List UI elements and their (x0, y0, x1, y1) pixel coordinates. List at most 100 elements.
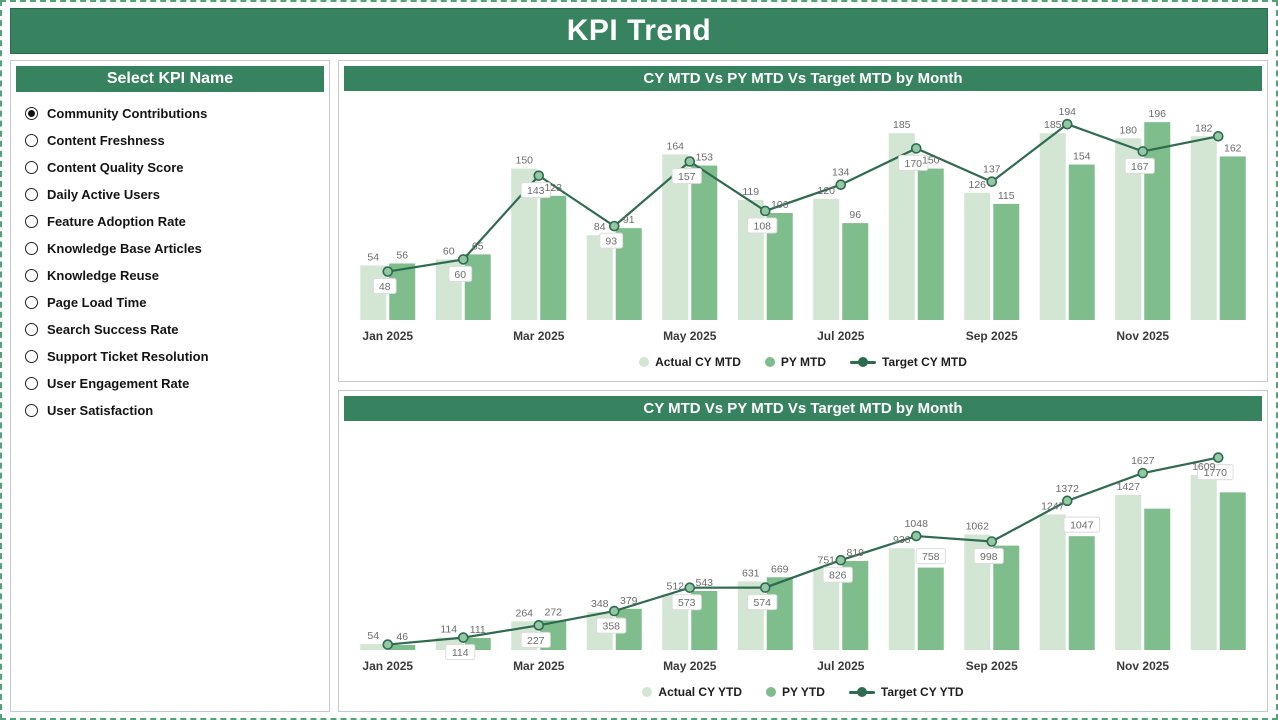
bar-py-mtd[interactable] (842, 223, 869, 320)
legend-item[interactable]: PY YTD (765, 685, 825, 699)
radio-button[interactable] (25, 350, 38, 363)
target-marker[interactable] (684, 582, 696, 594)
target-marker[interactable] (910, 530, 922, 542)
radio-button[interactable] (25, 107, 38, 120)
target-marker[interactable] (759, 205, 771, 217)
kpi-option[interactable]: Support Ticket Resolution (25, 349, 315, 364)
radio-button[interactable] (25, 269, 38, 282)
target-marker[interactable] (1137, 146, 1149, 157)
kpi-option[interactable]: Knowledge Reuse (25, 268, 315, 283)
bar-actual-cy-mtd[interactable] (1039, 133, 1066, 320)
bar-py-ytd[interactable] (389, 644, 416, 650)
target-marker[interactable] (608, 605, 620, 617)
data-label: 574 (753, 597, 771, 609)
bar-py-mtd[interactable] (993, 203, 1020, 320)
radio-button[interactable] (25, 215, 38, 228)
bar-actual-cy-ytd[interactable] (888, 548, 915, 650)
kpi-option[interactable]: Search Success Rate (25, 322, 315, 337)
target-marker[interactable] (1212, 452, 1224, 463)
radio-button[interactable] (25, 188, 38, 201)
kpi-option[interactable]: User Satisfaction (25, 403, 315, 418)
target-marker[interactable] (986, 536, 998, 547)
kpi-option[interactable]: Page Load Time (25, 295, 315, 310)
bar-py-ytd[interactable] (1219, 492, 1246, 650)
target-marker[interactable] (759, 582, 771, 593)
label-box (1124, 157, 1155, 174)
target-marker[interactable] (986, 176, 998, 187)
target-marker[interactable] (835, 554, 847, 566)
data-label: 1047 (1070, 520, 1094, 532)
kpi-option[interactable]: Community Contributions (25, 106, 315, 121)
bar-py-mtd[interactable] (1068, 164, 1095, 320)
label-box (747, 594, 778, 611)
target-marker[interactable] (608, 220, 620, 232)
kpi-option[interactable]: Daily Active Users (25, 187, 315, 202)
bar-py-ytd[interactable] (1068, 536, 1095, 650)
target-marker[interactable] (382, 266, 394, 277)
bar-actual-cy-mtd[interactable] (586, 235, 613, 320)
data-label: 182 (1195, 122, 1213, 134)
legend-item[interactable]: PY MTD (764, 355, 826, 369)
target-marker[interactable] (1061, 495, 1073, 507)
data-label: 543 (695, 577, 713, 589)
data-label: 123 (544, 182, 562, 194)
target-marker[interactable] (457, 254, 469, 265)
bar-actual-cy-ytd[interactable] (360, 644, 387, 650)
data-label: 150 (515, 155, 533, 167)
radio-button[interactable] (25, 377, 38, 390)
legend-line-marker (850, 357, 876, 367)
legend-item[interactable]: Target CY YTD (848, 685, 964, 699)
data-label: May 2025 (663, 659, 717, 673)
bar-py-mtd[interactable] (691, 165, 718, 320)
legend-item[interactable]: Actual CY YTD (642, 685, 742, 699)
target-marker[interactable] (1061, 118, 1073, 130)
target-marker[interactable] (457, 632, 469, 643)
target-marker[interactable] (684, 156, 696, 167)
radio-button[interactable] (25, 134, 38, 147)
bar-actual-cy-mtd[interactable] (813, 198, 840, 320)
kpi-option[interactable]: Content Freshness (25, 133, 315, 148)
bar-actual-cy-ytd[interactable] (1115, 494, 1142, 650)
bar-py-ytd[interactable] (1144, 508, 1171, 650)
bar-py-mtd[interactable] (917, 168, 944, 320)
radio-button[interactable] (25, 242, 38, 255)
bar-actual-cy-ytd[interactable] (737, 581, 764, 650)
charts-column: CY MTD Vs PY MTD Vs Target MTD by Month … (338, 60, 1268, 712)
data-label: 143 (527, 185, 545, 197)
target-marker[interactable] (533, 620, 545, 631)
target-marker[interactable] (1137, 467, 1149, 479)
legend-item[interactable]: Target CY MTD (850, 355, 967, 369)
target-marker[interactable] (835, 179, 847, 191)
target-marker[interactable] (382, 639, 394, 650)
kpi-option[interactable]: Content Quality Score (25, 160, 315, 175)
bar-actual-cy-mtd[interactable] (964, 192, 991, 320)
data-label: 91 (623, 214, 635, 226)
bar-py-ytd[interactable] (917, 567, 944, 650)
radio-button[interactable] (25, 296, 38, 309)
label-box (822, 566, 853, 583)
bar-py-mtd[interactable] (464, 254, 491, 320)
data-label: 106 (771, 199, 789, 211)
radio-button[interactable] (25, 404, 38, 417)
data-label: Jan 2025 (362, 329, 413, 343)
legend-label: Target CY YTD (880, 685, 964, 699)
radio-button[interactable] (25, 323, 38, 336)
target-marker[interactable] (1212, 130, 1224, 142)
legend-item[interactable]: Actual CY MTD (639, 355, 741, 369)
bar-py-ytd[interactable] (766, 577, 793, 650)
bar-actual-cy-ytd[interactable] (1190, 475, 1217, 650)
kpi-option-label: User Satisfaction (47, 403, 154, 418)
data-label: May 2025 (663, 329, 717, 343)
data-label: 56 (396, 249, 408, 261)
bar-actual-cy-mtd[interactable] (1190, 136, 1217, 320)
target-marker[interactable] (910, 143, 922, 154)
radio-button[interactable] (25, 161, 38, 174)
bar-py-mtd[interactable] (540, 195, 567, 320)
bar-py-mtd[interactable] (1219, 156, 1246, 320)
bar-actual-cy-ytd[interactable] (1039, 514, 1066, 650)
kpi-option[interactable]: Feature Adoption Rate (25, 214, 315, 229)
target-marker[interactable] (533, 170, 545, 181)
bar-py-mtd[interactable] (1144, 122, 1171, 320)
kpi-option[interactable]: Knowledge Base Articles (25, 241, 315, 256)
kpi-option[interactable]: User Engagement Rate (25, 376, 315, 391)
